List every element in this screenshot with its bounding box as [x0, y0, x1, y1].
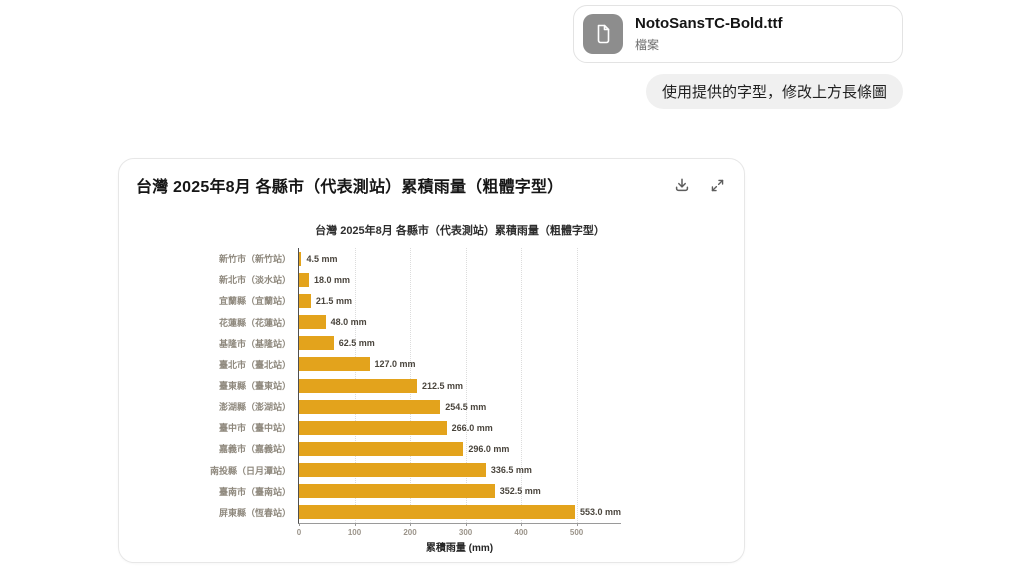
- download-icon: [675, 178, 689, 192]
- attachment-filename: NotoSansTC-Bold.ttf: [635, 15, 783, 32]
- bar-value-label: 21.5 mm: [315, 295, 352, 306]
- x-tick-mark: [576, 523, 578, 526]
- chart-bar-row: 屏東縣（恆春站） 553.0 mm: [219, 502, 621, 523]
- chart-title: 台灣 2025年8月 各縣市（代表測站）累積雨量（粗體字型）: [315, 225, 605, 237]
- bar-value-label: 212.5 mm: [421, 380, 463, 391]
- y-category-label: 臺中市（臺中站）: [218, 423, 291, 434]
- y-category-label: 新北市（淡水站）: [218, 275, 291, 286]
- chart-bar-row: 臺南市（臺南站） 352.5 mm: [219, 481, 621, 502]
- file-icon: [583, 14, 623, 54]
- chart-bar-row: 花蓮縣（花蓮站） 48.0 mm: [219, 311, 621, 332]
- x-tick-mark: [354, 523, 356, 526]
- plot-area: 新竹市（新竹站） 4.5 mm 新北市（淡水站） 18.0 mm 宜蘭縣（宜蘭站） 21.…: [210, 248, 621, 537]
- bar: [299, 315, 326, 330]
- gridline: [465, 248, 467, 523]
- x-tick-mark: [465, 523, 467, 526]
- x-tick-label: 400: [514, 528, 528, 537]
- x-axis-label: 累積雨量 (mm): [425, 543, 494, 554]
- bar-value-label: 296.0 mm: [468, 443, 510, 454]
- chart-bar-row: 嘉義市（嘉義站） 296.0 mm: [219, 438, 621, 459]
- bar: [299, 336, 334, 351]
- bar: [299, 378, 417, 393]
- user-message-text: 使用提供的字型，修改上方長條圖: [661, 84, 887, 101]
- y-category-label: 新竹市（新竹站）: [218, 254, 291, 265]
- bars-container: 新竹市（新竹站） 4.5 mm 新北市（淡水站） 18.0 mm 宜蘭縣（宜蘭站） 21.…: [210, 248, 621, 523]
- chart-bar-row: 臺北市（臺北站） 127.0 mm: [219, 354, 621, 375]
- bar: [299, 484, 495, 499]
- gridline: [576, 248, 578, 523]
- chart-bar-row: 澎湖縣（澎湖站） 254.5 mm: [219, 396, 621, 417]
- y-category-label: 花蓮縣（花蓮站）: [218, 317, 291, 328]
- bar: [299, 463, 486, 478]
- y-category-label: 臺北市（臺北站）: [218, 359, 291, 370]
- artifact-toolbar: [673, 176, 726, 194]
- y-category-label: 澎湖縣（澎湖站）: [218, 402, 291, 413]
- file-attachment-card[interactable]: NotoSansTC-Bold.ttf 檔案: [573, 5, 903, 63]
- y-category-label: 臺南市（臺南站）: [218, 486, 291, 497]
- bar: [299, 420, 447, 435]
- bar-value-label: 266.0 mm: [451, 422, 493, 433]
- bar-value-label: 62.5 mm: [338, 338, 375, 349]
- bar: [299, 293, 311, 308]
- x-tick-label: 100: [347, 528, 362, 537]
- y-category-label: 基隆市（基隆站）: [218, 338, 291, 349]
- chart-bar-row: 南投縣（日月潭站） 336.5 mm: [210, 460, 621, 481]
- chart-bar-row: 新竹市（新竹站） 4.5 mm: [219, 248, 621, 269]
- bar: [299, 505, 575, 520]
- bar: [299, 399, 441, 414]
- gridline: [521, 248, 523, 523]
- x-tick-label: 500: [569, 528, 584, 537]
- bar: [299, 357, 370, 372]
- chart-bar-row: 臺東縣（臺東站） 212.5 mm: [219, 375, 621, 396]
- expand-button[interactable]: [708, 176, 726, 194]
- x-tick-mark: [521, 523, 523, 526]
- bar-value-label: 18.0 mm: [313, 274, 351, 285]
- download-button[interactable]: [673, 176, 691, 194]
- bar-value-label: 127.0 mm: [374, 359, 416, 370]
- user-message-bubble: 使用提供的字型，修改上方長條圖: [645, 74, 903, 109]
- y-category-label: 嘉義市（嘉義站）: [218, 444, 291, 455]
- bar: [299, 251, 302, 266]
- expand-icon: [711, 179, 723, 191]
- chart-bar-row: 宜蘭縣（宜蘭站） 21.5 mm: [219, 290, 621, 311]
- bar: [299, 441, 464, 456]
- bar-value-label: 336.5 mm: [490, 465, 532, 476]
- artifact-header: 台灣 2025年8月 各縣市（代表測站）累積雨量（粗體字型）: [136, 173, 726, 197]
- artifact-title: 台灣 2025年8月 各縣市（代表測站）累積雨量（粗體字型）: [136, 179, 564, 196]
- attachment-type-label: 檔案: [635, 38, 660, 52]
- x-tick-mark: [299, 523, 300, 526]
- y-category-label: 宜蘭縣（宜蘭站）: [218, 296, 291, 307]
- x-tick-mark: [410, 523, 412, 526]
- x-tick-label: 0: [296, 528, 302, 537]
- chart-bar-row: 新北市（淡水站） 18.0 mm: [219, 269, 621, 290]
- x-tick-label: 200: [403, 528, 417, 537]
- attachment-texts: NotoSansTC-Bold.ttf 檔案: [635, 15, 782, 53]
- bar-value-label: 48.0 mm: [330, 317, 367, 328]
- bar-value-label: 4.5 mm: [306, 253, 338, 264]
- bar-value-label: 352.5 mm: [499, 486, 541, 497]
- y-category-label: 南投縣（日月潭站）: [209, 465, 291, 476]
- bar-value-label: 553.0 mm: [579, 507, 621, 518]
- bar: [299, 272, 309, 287]
- x-tick-label: 300: [458, 528, 473, 537]
- y-category-label: 屏東縣（恆春站）: [218, 507, 291, 518]
- chart-artifact-card: 台灣 2025年8月 各縣市（代表測站）累積雨量（粗體字型） 台灣 2025年8…: [118, 158, 745, 563]
- y-category-label: 臺東縣（臺東站）: [218, 381, 291, 392]
- chart-bar-row: 臺中市（臺中站） 266.0 mm: [219, 417, 621, 438]
- bar-value-label: 254.5 mm: [445, 401, 487, 412]
- chart-bar-row: 基隆市（基隆站） 62.5 mm: [219, 333, 621, 354]
